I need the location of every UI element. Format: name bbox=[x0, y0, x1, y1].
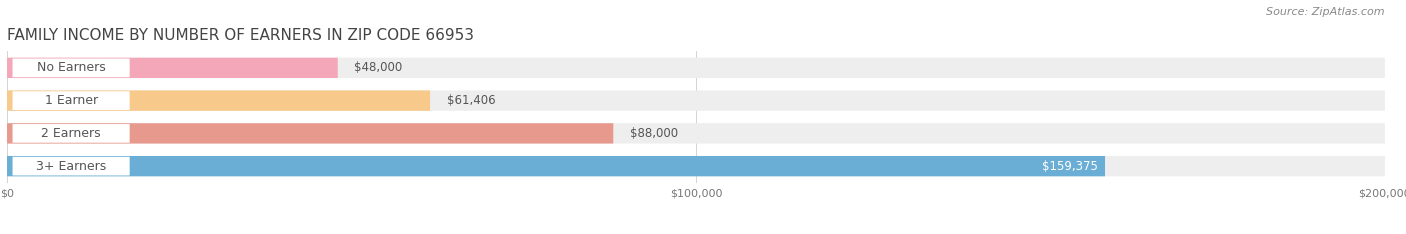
FancyBboxPatch shape bbox=[7, 123, 613, 143]
Text: $48,000: $48,000 bbox=[354, 61, 402, 74]
Text: 2 Earners: 2 Earners bbox=[41, 127, 101, 140]
Text: No Earners: No Earners bbox=[37, 61, 105, 74]
FancyBboxPatch shape bbox=[13, 91, 129, 110]
Text: Source: ZipAtlas.com: Source: ZipAtlas.com bbox=[1267, 7, 1385, 17]
FancyBboxPatch shape bbox=[7, 58, 337, 78]
FancyBboxPatch shape bbox=[7, 58, 1385, 78]
FancyBboxPatch shape bbox=[13, 58, 129, 77]
FancyBboxPatch shape bbox=[13, 157, 129, 176]
Text: FAMILY INCOME BY NUMBER OF EARNERS IN ZIP CODE 66953: FAMILY INCOME BY NUMBER OF EARNERS IN ZI… bbox=[7, 28, 474, 43]
FancyBboxPatch shape bbox=[7, 123, 1385, 143]
FancyBboxPatch shape bbox=[13, 124, 129, 143]
FancyBboxPatch shape bbox=[7, 156, 1385, 176]
Text: $61,406: $61,406 bbox=[447, 94, 495, 107]
Text: $88,000: $88,000 bbox=[630, 127, 678, 140]
FancyBboxPatch shape bbox=[7, 91, 1385, 111]
Text: 1 Earner: 1 Earner bbox=[45, 94, 97, 107]
Text: $159,375: $159,375 bbox=[1042, 160, 1098, 173]
Text: 3+ Earners: 3+ Earners bbox=[37, 160, 107, 173]
FancyBboxPatch shape bbox=[7, 91, 430, 111]
FancyBboxPatch shape bbox=[7, 156, 1105, 176]
